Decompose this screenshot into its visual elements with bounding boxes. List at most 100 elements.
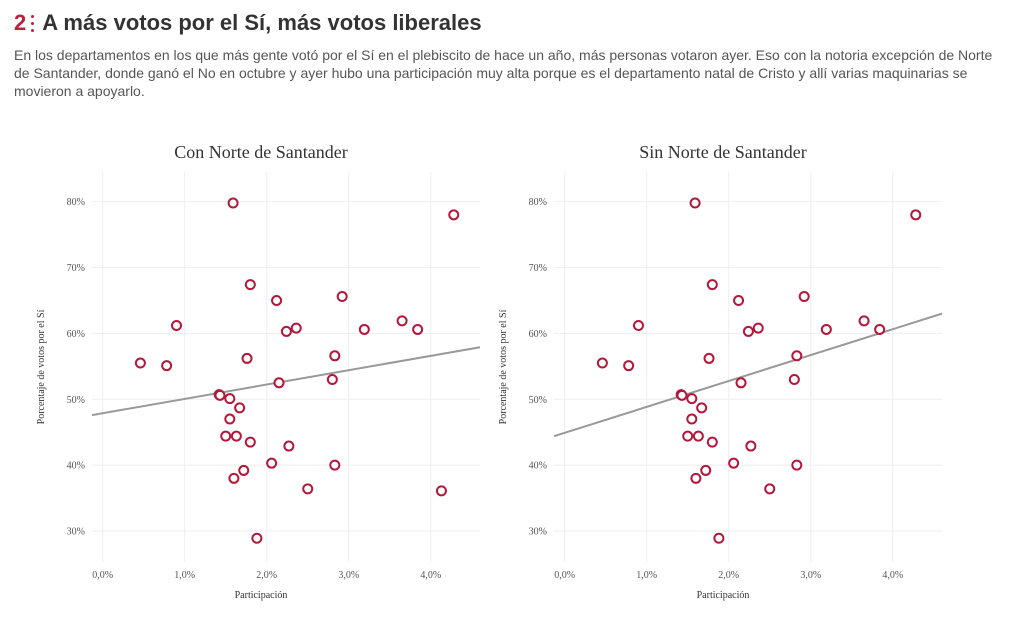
data-point <box>632 319 644 331</box>
data-point <box>214 389 226 401</box>
y-tick-label: 50% <box>529 395 547 406</box>
y-tick-label: 40% <box>529 461 547 472</box>
data-point <box>234 402 246 414</box>
scatter-plot-con-norte: Con Norte de Santander 30% 40% 50% 60% 70% 80%… <box>36 142 481 601</box>
data-point <box>134 357 146 369</box>
data-point <box>703 352 715 364</box>
chart-title: Con Norte de Santander <box>174 142 347 162</box>
data-point <box>791 459 803 471</box>
chart-con-norte: Con Norte de Santander 30% 40% 50% 60% 70% 80%… <box>20 136 490 606</box>
data-point <box>858 315 870 327</box>
data-point <box>745 440 757 452</box>
title-row: 2 A más votos por el Sí, más votos liber… <box>14 8 994 38</box>
data-point <box>412 323 424 335</box>
section-number: 2 <box>14 10 27 35</box>
x-tick-label: 0,0% <box>92 570 113 581</box>
data-point <box>227 197 239 209</box>
data-point <box>764 483 776 495</box>
data-point <box>358 323 370 335</box>
data-point <box>230 430 242 442</box>
data-point <box>273 377 285 389</box>
y-tick-label: 80% <box>529 197 547 208</box>
vertical-dots-icon <box>31 10 35 36</box>
y-tick-label: 30% <box>529 527 547 538</box>
data-point <box>692 430 704 442</box>
x-tick-label: 4,0% <box>420 570 441 581</box>
data-point <box>798 291 810 303</box>
data-point <box>874 323 886 335</box>
x-tick-label: 3,0% <box>338 570 359 581</box>
data-point <box>690 472 702 484</box>
x-axis-label: Participación <box>697 590 750 601</box>
data-point <box>676 389 688 401</box>
data-point <box>228 472 240 484</box>
x-tick-label: 1,0% <box>636 570 657 581</box>
description-text: En los departamentos en los que más gent… <box>14 47 993 99</box>
x-axis-label: Participación <box>235 590 288 601</box>
x-tick-label: 3,0% <box>800 570 821 581</box>
data-point <box>706 279 718 291</box>
data-point <box>686 393 698 405</box>
data-point <box>244 279 256 291</box>
data-point <box>788 374 800 386</box>
data-point <box>326 374 338 386</box>
scatter-plot-sin-norte: Sin Norte de Santander 30% 40% 50% 60% 70% 80%… <box>498 142 943 601</box>
data-point <box>791 350 803 362</box>
data-point <box>706 436 718 448</box>
y-tick-label: 40% <box>67 461 85 472</box>
data-point <box>302 483 314 495</box>
y-tick-label: 60% <box>529 329 547 340</box>
data-point <box>735 377 747 389</box>
data-point <box>728 457 740 469</box>
data-point <box>224 393 236 405</box>
data-point <box>742 325 754 337</box>
data-point <box>241 352 253 364</box>
data-point <box>336 291 348 303</box>
data-point <box>689 197 701 209</box>
data-point <box>396 315 408 327</box>
data-point <box>596 357 608 369</box>
y-axis-label: Porcentaje de votos por el Sí <box>498 309 509 424</box>
data-point <box>682 430 694 442</box>
data-point <box>251 532 263 544</box>
data-point <box>224 413 236 425</box>
x-tick-label: 2,0% <box>256 570 277 581</box>
y-tick-label: 70% <box>67 263 85 274</box>
y-tick-label: 70% <box>529 263 547 274</box>
data-point <box>733 294 745 306</box>
data-point <box>686 413 698 425</box>
data-point <box>283 440 295 452</box>
data-point <box>238 464 250 476</box>
y-tick-label: 80% <box>67 197 85 208</box>
x-tick-label: 0,0% <box>554 570 575 581</box>
data-point <box>244 436 256 448</box>
data-point <box>280 325 292 337</box>
y-tick-label: 30% <box>67 527 85 538</box>
data-point <box>266 457 278 469</box>
y-tick-label: 50% <box>67 395 85 406</box>
data-point <box>696 402 708 414</box>
data-point <box>290 322 302 334</box>
trend-line <box>91 346 481 417</box>
page-title: A más votos por el Sí, más votos liberal… <box>42 10 482 35</box>
y-axis-label: Porcentaje de votos por el Sí <box>36 309 47 424</box>
data-point <box>329 350 341 362</box>
x-tick-label: 1,0% <box>174 570 195 581</box>
chart-title: Sin Norte de Santander <box>639 142 806 162</box>
y-tick-label: 60% <box>67 329 85 340</box>
data-point <box>435 485 447 497</box>
data-point <box>170 319 182 331</box>
data-point <box>752 322 764 334</box>
data-point <box>161 360 173 372</box>
data-point <box>910 209 922 221</box>
article-header: 2 A más votos por el Sí, más votos liber… <box>14 8 994 100</box>
chart-sin-norte: Sin Norte de Santander 30% 40% 50% 60% 70% 80%… <box>482 136 952 606</box>
data-point <box>700 464 712 476</box>
data-point <box>329 459 341 471</box>
x-tick-label: 4,0% <box>882 570 903 581</box>
data-point <box>220 430 232 442</box>
data-point <box>713 532 725 544</box>
x-tick-label: 2,0% <box>718 570 739 581</box>
data-point <box>448 209 460 221</box>
data-point <box>623 360 635 372</box>
